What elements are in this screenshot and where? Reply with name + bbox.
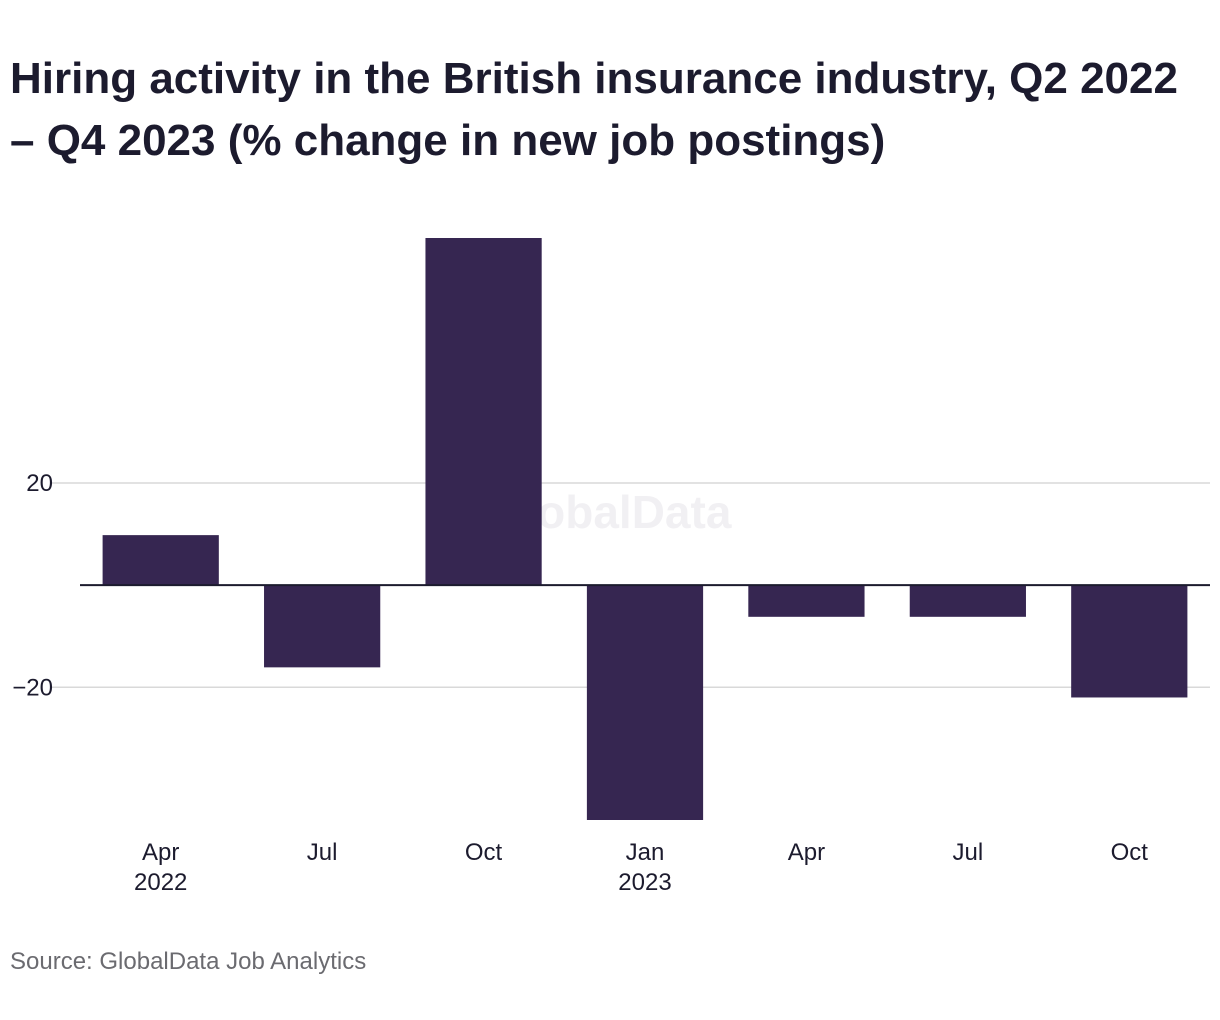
y-tick-label: 20 [26, 470, 53, 497]
y-tick-label: −20 [12, 674, 53, 701]
x-tick-label: Apr [142, 839, 179, 866]
x-tick-label: Apr [788, 839, 825, 866]
x-tick-label: Jan [626, 839, 665, 866]
x-tick-year-label: 2022 [134, 869, 187, 896]
y-axis-tick-labels: 20 −20 [12, 470, 53, 701]
bar-2 [425, 238, 542, 586]
source-note: Source: GlobalData Job Analytics [10, 948, 367, 975]
x-axis-tick-labels: Apr 2022 Jul Oct Jan 2023 Apr Jul Oct [134, 839, 1148, 896]
chart-title: Hiring activity in the British insurance… [10, 54, 1178, 165]
bar-5 [909, 585, 1026, 617]
x-tick-label: Jul [307, 839, 338, 866]
x-tick-label: Jul [953, 839, 984, 866]
bar-4 [748, 585, 865, 617]
bars [102, 238, 1188, 820]
x-tick-year-label: 2023 [618, 869, 671, 896]
x-tick-label: Oct [465, 839, 503, 866]
bar-1 [264, 585, 381, 668]
x-tick-label: Oct [1111, 839, 1149, 866]
bar-3 [586, 585, 704, 820]
bar-6 [1071, 585, 1188, 698]
bar-0 [102, 535, 219, 586]
